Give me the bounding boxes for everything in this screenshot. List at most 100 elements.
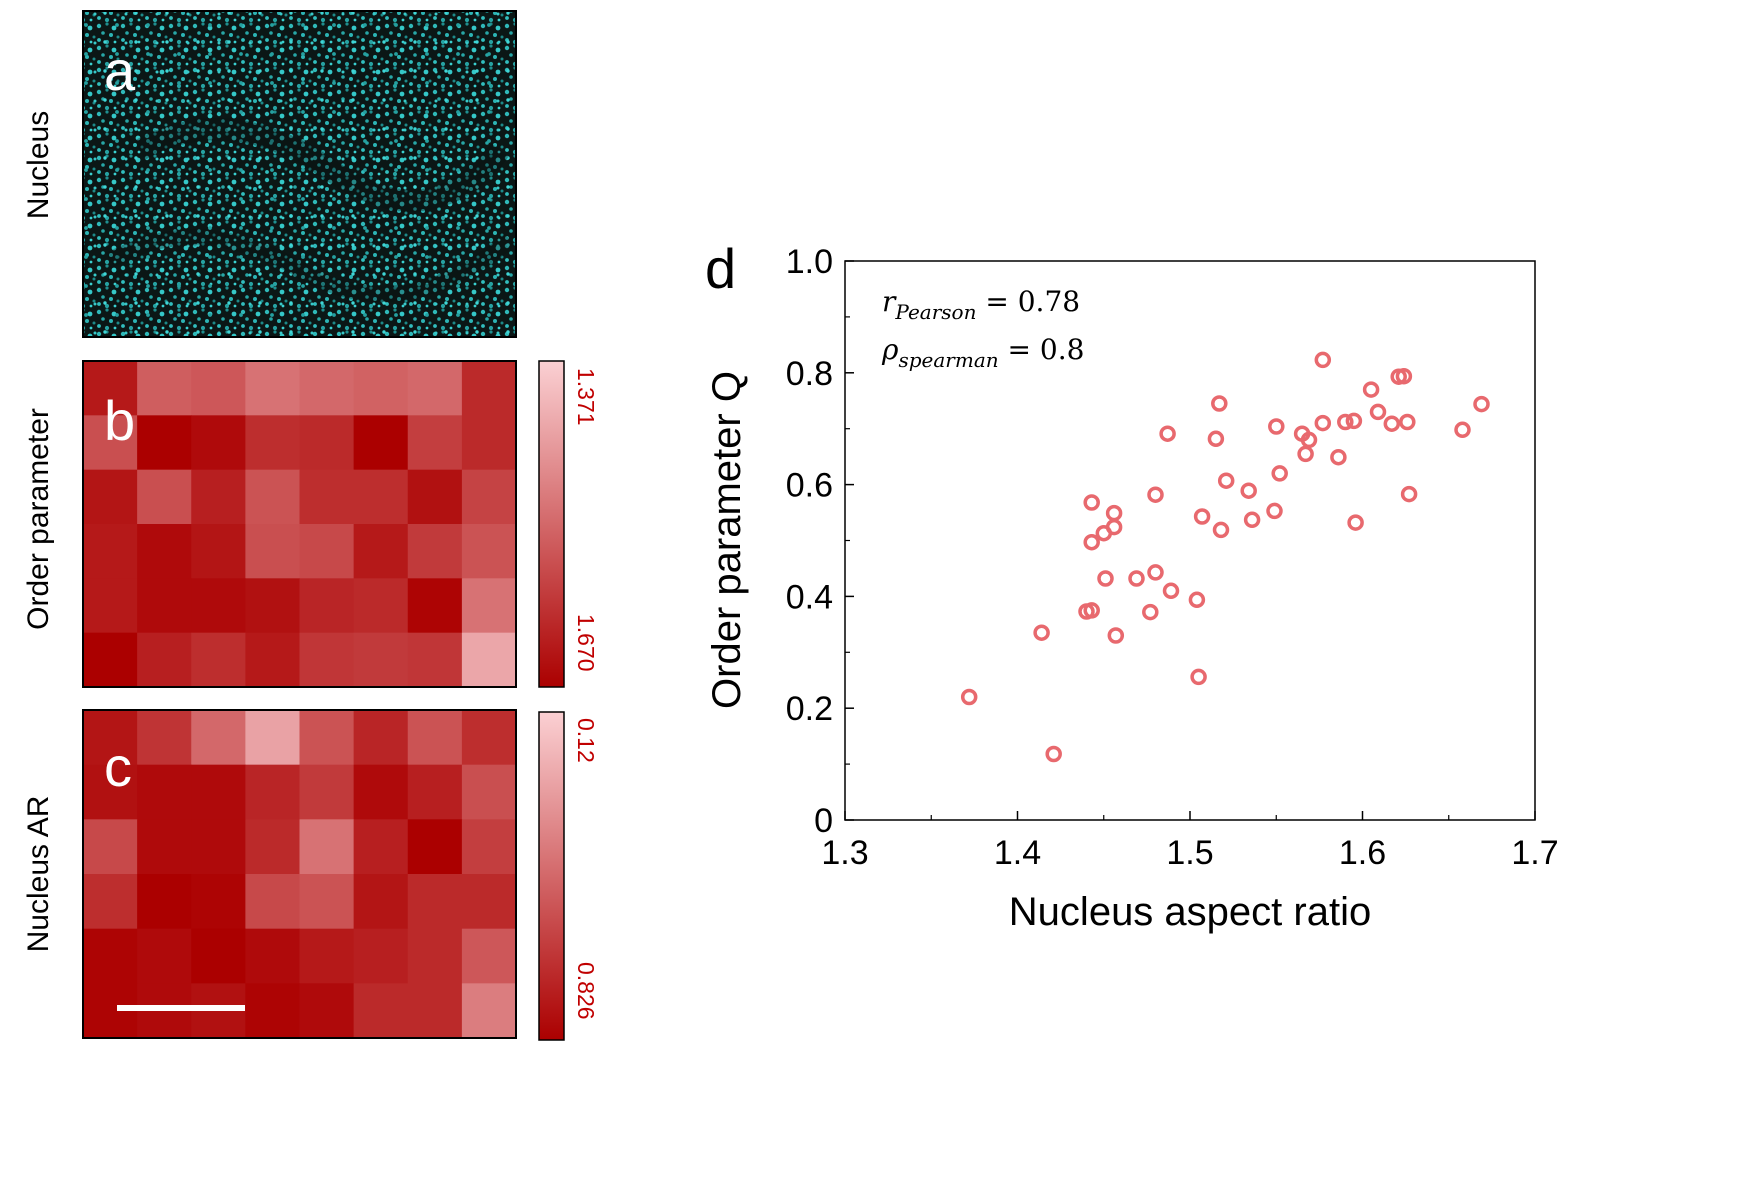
heatmap-cell (353, 632, 409, 688)
x-tick-label: 1.3 (821, 834, 868, 872)
heatmap-cell (245, 819, 301, 875)
panel-b-frame (82, 360, 517, 688)
heatmap-cell (191, 578, 246, 634)
y-tick-label: 0.8 (786, 355, 833, 393)
y-tick-label: 0.6 (786, 467, 833, 505)
scatter-point (1188, 591, 1206, 609)
annotation-pearson-symbol: r (882, 285, 897, 318)
heatmap-cell (461, 764, 517, 820)
scatter-point (1105, 504, 1123, 522)
heatmap-cell (461, 578, 517, 634)
colorbar-b-bottom: 1.670 (573, 614, 599, 672)
heatmap-cell (191, 874, 246, 930)
scatter-point (1314, 414, 1332, 432)
heatmap-cell (191, 524, 246, 579)
scatter-point (960, 688, 978, 706)
scatter-point (1083, 602, 1100, 619)
heatmap-cell (137, 764, 192, 820)
panel-c-label: c (104, 735, 132, 798)
heatmap-cell (353, 983, 409, 1039)
x-tick-label: 1.6 (1339, 834, 1386, 872)
nucleus-image-overlay (83, 11, 516, 337)
heatmap-cell (407, 928, 463, 984)
heatmap-cell (353, 469, 409, 525)
heatmap-cell (245, 928, 301, 984)
colorbar-b (538, 360, 565, 688)
heatmap-cell (137, 632, 192, 688)
heatmap-cell (407, 874, 463, 930)
heatmap-cell (83, 874, 138, 930)
heatmap-b (83, 361, 517, 688)
scatter-point (1395, 367, 1413, 385)
heatmap-cell (461, 632, 517, 688)
heatmap-cell (245, 469, 301, 525)
heatmap-cell (137, 928, 192, 984)
heatmap-cell (299, 361, 355, 416)
heatmap-cell (83, 578, 138, 634)
scatter-point (1300, 431, 1318, 449)
heatmap-cell (191, 928, 246, 984)
heatmap-cell (191, 361, 246, 416)
panel-d: d 1.3 1.4 1.5 1.6 1.7 0 0.2 0.4 0.6 0.8 1.0 rPears… (705, 237, 1559, 934)
heatmap-cell (245, 983, 301, 1039)
y-tick-label: 1.0 (786, 243, 833, 281)
heatmap-cell (245, 710, 301, 766)
panel-c: c Nucleus AR 0.12 0.826 (22, 709, 599, 1041)
panel-d-label: d (705, 237, 736, 300)
heatmap-cell (407, 632, 463, 688)
scatter-point (1162, 582, 1180, 600)
scatter-point (1345, 412, 1363, 430)
colorbar-c-bottom: 0.826 (573, 962, 599, 1020)
heatmap-cell (137, 874, 192, 930)
scatter-point (1362, 381, 1380, 398)
heatmap-cell (137, 415, 192, 471)
scatter-point (1454, 421, 1471, 439)
y-tick-label: 0.2 (786, 690, 833, 728)
scatter-point (1045, 745, 1062, 763)
heatmap-cell (407, 819, 463, 875)
annotation-pearson: rPearson = 0.78 (882, 285, 1080, 324)
scatter-point (1400, 485, 1418, 503)
scatter-point (1330, 448, 1347, 466)
x-tick-label: 1.4 (994, 834, 1041, 872)
heatmap-cell (137, 710, 192, 766)
heatmap-cell (353, 361, 409, 416)
heatmap-cell (407, 361, 463, 416)
heatmap-cell (191, 632, 246, 688)
colorbar-c (538, 711, 565, 1041)
heatmap-cell (461, 874, 517, 930)
y-tick-label: 0.4 (786, 578, 833, 616)
panel-c-ylabel: Nucleus AR (22, 796, 55, 953)
colorbar-b-top: 1.371 (573, 368, 599, 426)
heatmap-cell (191, 469, 246, 525)
heatmap-cell (299, 710, 355, 766)
heatmap-cell (353, 524, 409, 579)
heatmap-cell (137, 819, 192, 875)
panel-a-label: a (104, 39, 136, 102)
heatmap-cell (461, 361, 517, 416)
annotation-spearman-subscript: spearman (898, 348, 998, 372)
scatter-point (1147, 564, 1164, 581)
nucleus-texture-streak (106, 229, 516, 302)
heatmap-cell (461, 710, 517, 766)
heatmap-cell (407, 578, 463, 634)
annotation-pearson-value: = 0.78 (976, 285, 1080, 318)
scatter-point (1271, 465, 1288, 482)
heatmap-cell (137, 361, 192, 416)
panel-a-ylabel: Nucleus (22, 111, 55, 219)
scatter-point (1268, 418, 1285, 435)
y-axis-label: Order parameter Q (705, 371, 749, 709)
heatmap-cell (353, 764, 409, 820)
heatmap-cell (461, 415, 517, 471)
panel-b: b Order parameter 1.371 1.670 (22, 360, 599, 688)
heatmap-cell (353, 710, 409, 766)
x-tick-label: 1.5 (1166, 834, 1213, 872)
heatmap-cell (83, 361, 138, 416)
scatter-point (1399, 413, 1416, 431)
scatter-point (1369, 403, 1387, 421)
panel-c-frame (82, 709, 517, 1039)
panel-b-label: b (104, 389, 135, 452)
heatmap-cell (245, 632, 301, 688)
y-tick-label: 0 (814, 802, 833, 840)
